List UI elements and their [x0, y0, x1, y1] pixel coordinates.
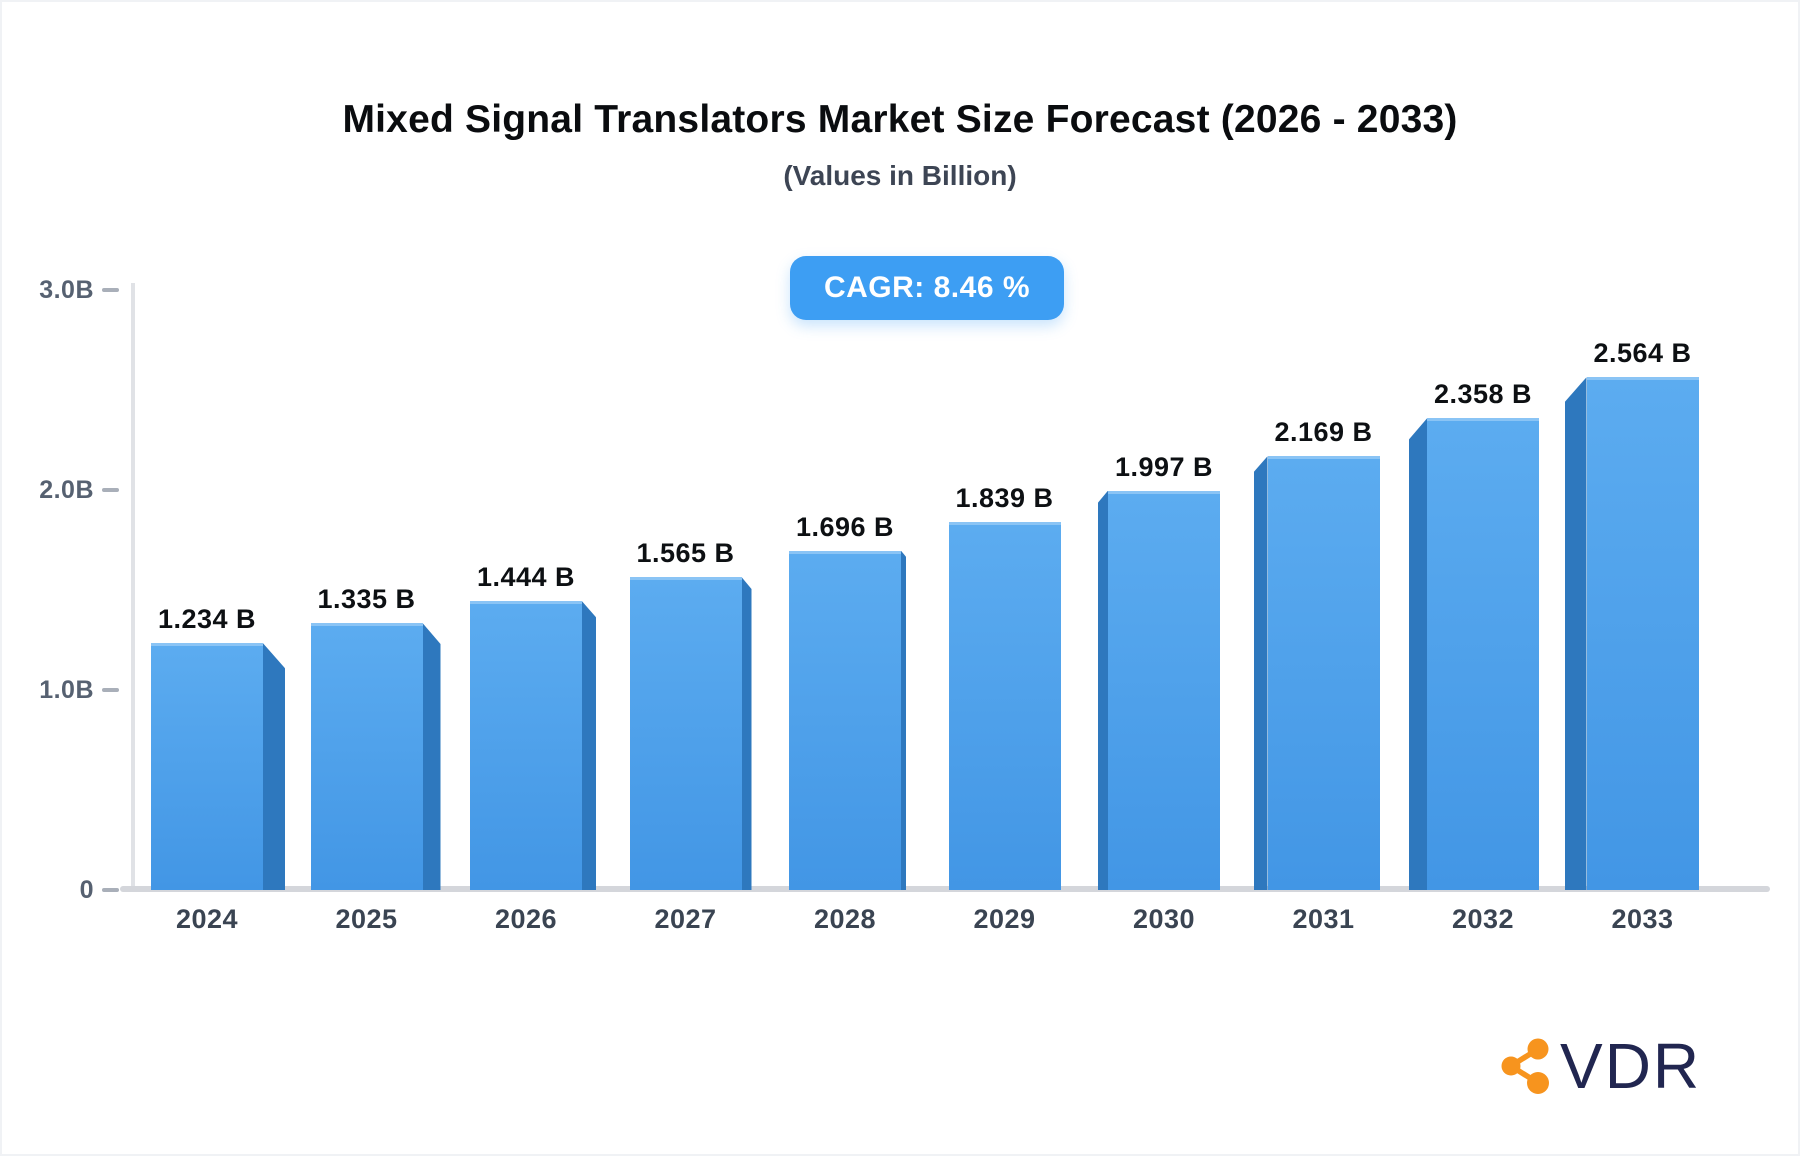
x-axis-label: 2024	[175, 904, 239, 934]
bar-value-label: 1.234 B	[157, 604, 257, 635]
bar-side-face	[422, 623, 441, 890]
bar-value-label: 2.358 B	[1433, 379, 1533, 410]
share-network-icon	[1501, 1038, 1549, 1094]
bar-front	[1108, 490, 1220, 890]
cagr-badge: CAGR: 8.46 %	[790, 256, 1064, 320]
vdr-logo-text: VDR	[1560, 1030, 1702, 1102]
x-axis-label: 2025	[335, 904, 398, 934]
x-axis-label: 2033	[1611, 904, 1674, 934]
y-tick-mark	[102, 288, 119, 292]
bar-side-face	[1098, 490, 1108, 890]
x-axis-label: 2029	[973, 904, 1036, 934]
x-axis-label: 2028	[813, 904, 877, 934]
bar-side-face	[1409, 418, 1427, 890]
chart-title: Mixed Signal Translators Market Size For…	[342, 98, 1458, 141]
bar-side-face	[1253, 456, 1268, 890]
bar-side-face	[1564, 377, 1587, 890]
bar-value-label: 1.839 B	[955, 483, 1054, 514]
x-axis-label: 2031	[1292, 904, 1355, 934]
x-axis-baseline	[120, 886, 1770, 892]
bar-value-label: 2.169 B	[1274, 417, 1373, 448]
bar-front	[151, 643, 263, 890]
bar-side-face	[741, 577, 752, 890]
chart-subtitle: (Values in Billion)	[783, 160, 1017, 191]
y-tick-mark	[102, 488, 119, 492]
x-axis-label: 2027	[654, 904, 717, 934]
bar-value-label: 2.564 B	[1593, 338, 1692, 369]
y-tick-mark	[102, 888, 119, 892]
bar-value-label: 1.444 B	[476, 562, 576, 593]
y-tick-label: 1.0B	[39, 676, 94, 704]
bar-side-face	[582, 601, 596, 890]
y-tick-mark	[102, 688, 119, 692]
bar-value-label: 1.696 B	[795, 511, 895, 542]
bar-value-label: 1.997 B	[1114, 451, 1214, 482]
y-tick-label: 2.0B	[39, 476, 94, 504]
bar-value-label: 1.335 B	[317, 584, 416, 614]
bar-front	[789, 550, 901, 890]
bar-front	[629, 577, 742, 890]
y-tick-label: 3.0B	[39, 276, 94, 304]
bar-side-face	[901, 550, 906, 890]
bar-side-face	[263, 643, 285, 890]
bar-front	[1586, 377, 1699, 890]
x-axis-label: 2030	[1132, 904, 1196, 934]
bar-front	[310, 623, 423, 890]
bar-front	[1267, 456, 1380, 890]
y-axis-line	[131, 283, 135, 890]
x-axis-label: 2032	[1451, 904, 1515, 934]
x-axis-label: 2026	[494, 904, 558, 934]
bar-value-label: 1.565 B	[636, 538, 735, 568]
y-tick-label: 0	[79, 876, 94, 904]
bar-front	[948, 522, 1061, 890]
bar-front	[470, 601, 582, 890]
bar-front	[1427, 418, 1539, 890]
vdr-logo: VDR	[1500, 1034, 1701, 1098]
